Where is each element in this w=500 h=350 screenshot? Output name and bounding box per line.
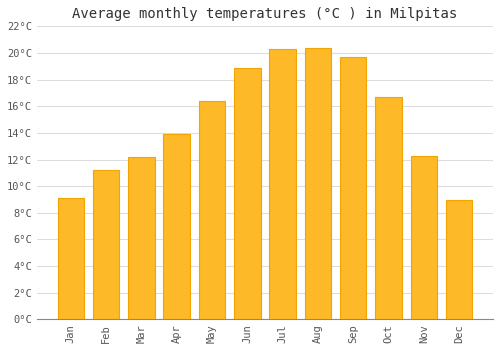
Bar: [446, 199, 472, 320]
Bar: [58, 198, 84, 320]
Bar: [304, 48, 331, 320]
Bar: [375, 97, 402, 320]
Bar: [93, 170, 120, 320]
Bar: [340, 57, 366, 320]
Bar: [198, 101, 225, 320]
Title: Average monthly temperatures (°C ) in Milpitas: Average monthly temperatures (°C ) in Mi…: [72, 7, 458, 21]
Bar: [410, 155, 437, 320]
Bar: [164, 134, 190, 320]
Bar: [128, 157, 154, 320]
Bar: [270, 49, 296, 320]
Bar: [234, 68, 260, 320]
